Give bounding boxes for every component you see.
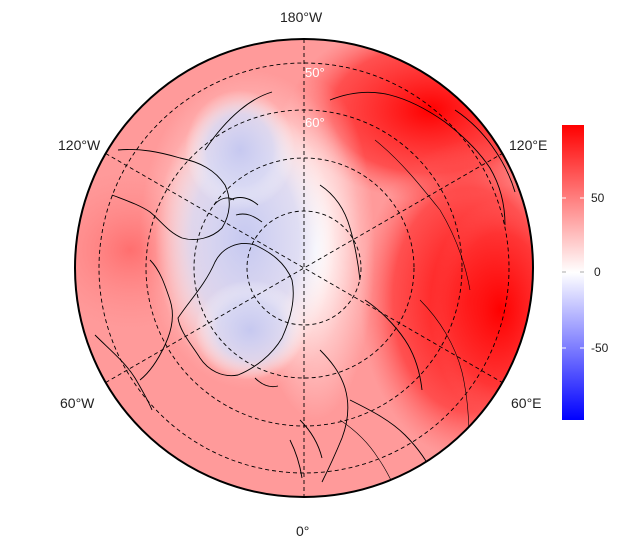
kamchatka-coast bbox=[454, 109, 516, 193]
hudson-bay-coast bbox=[139, 259, 173, 381]
lon-label-120e: 120°E bbox=[509, 137, 548, 153]
british-isles-coast bbox=[289, 419, 323, 479]
graticule bbox=[98, 39, 510, 497]
border-russia-a bbox=[374, 139, 471, 291]
colorbar-gradient bbox=[562, 125, 584, 420]
taymyr-coast bbox=[319, 184, 361, 281]
coastlines bbox=[94, 91, 516, 483]
lon-label-60w: 60°W bbox=[60, 395, 95, 411]
lon-label-180w: 180°W bbox=[280, 9, 323, 25]
lat-circle-50 bbox=[98, 62, 510, 474]
lat-label-50: 50° bbox=[305, 65, 325, 80]
lon-label-0: 0° bbox=[296, 523, 310, 539]
siberia-coast bbox=[329, 91, 506, 226]
north-america-arctic-coast bbox=[111, 149, 230, 240]
alaska-coast bbox=[204, 91, 273, 151]
arctic-archipelago bbox=[213, 197, 263, 223]
scandinavia-coast bbox=[319, 349, 349, 483]
lat-circle-70 bbox=[193, 157, 415, 379]
lon-label-60e: 60°E bbox=[511, 395, 542, 411]
lon-label-120w: 120°W bbox=[58, 137, 101, 153]
colorbar-label-neg50: -50 bbox=[591, 341, 609, 355]
western-russia-coast bbox=[364, 299, 423, 391]
map-frame bbox=[74, 38, 534, 498]
meridian-60 bbox=[105, 153, 503, 383]
iceland-coast bbox=[254, 377, 279, 388]
cold-region-south bbox=[195, 280, 305, 380]
greenland-coastline bbox=[177, 243, 294, 377]
colorbar-label-50: 50 bbox=[591, 191, 605, 205]
lat-label-60: 60° bbox=[305, 115, 325, 130]
cold-region-north bbox=[185, 90, 295, 210]
colorbar-label-0: 0 bbox=[594, 265, 601, 279]
colorbar bbox=[562, 125, 584, 420]
east-warm-core bbox=[430, 200, 533, 420]
meridian-120 bbox=[105, 153, 503, 383]
